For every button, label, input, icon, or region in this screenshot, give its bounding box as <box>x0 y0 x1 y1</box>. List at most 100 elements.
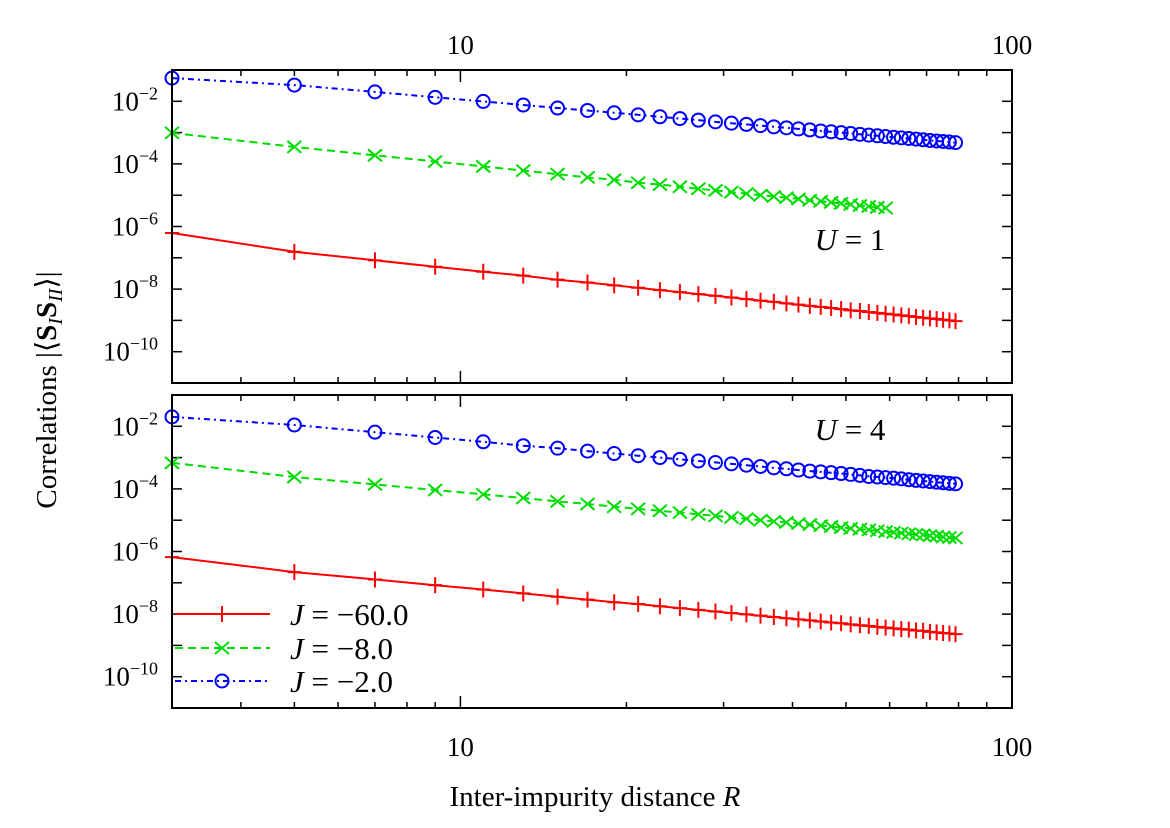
cross-marker <box>935 530 951 544</box>
cross-marker <box>738 186 755 201</box>
plus-marker <box>753 292 768 309</box>
legend-label: J = −8.0 <box>290 631 393 666</box>
cross-marker <box>367 477 383 492</box>
cross-marker <box>427 154 443 169</box>
circle-marker <box>941 134 957 150</box>
cross-marker <box>652 177 668 192</box>
plus-marker <box>766 293 781 310</box>
y-tick-label: 10−10 <box>103 334 158 367</box>
plus-marker <box>834 301 849 318</box>
plus-marker <box>428 577 443 594</box>
circle-marker <box>908 131 924 147</box>
plus-marker <box>631 279 646 296</box>
cross-marker <box>766 514 782 529</box>
circle-marker <box>427 89 443 105</box>
plus-marker <box>791 611 806 628</box>
cross-marker <box>752 188 769 202</box>
circle-marker <box>813 123 829 139</box>
cross-marker <box>515 163 531 178</box>
series-line <box>171 131 886 209</box>
plus-marker <box>652 282 667 299</box>
circle-marker <box>790 121 806 137</box>
series-j20 <box>164 70 964 151</box>
plus-marker <box>607 594 622 611</box>
top-panel: 10−2 10−4 10−6 10−8 10−10 10 100 U = 1 <box>103 30 1033 384</box>
circle-marker <box>723 456 739 472</box>
circle-marker <box>690 453 706 469</box>
cross-marker <box>690 507 706 522</box>
plus-marker <box>779 610 794 627</box>
series-j80 <box>164 456 964 545</box>
cross-marker <box>286 140 303 154</box>
plus-marker <box>672 600 687 617</box>
circle-marker <box>833 125 849 141</box>
series-j20 <box>164 409 964 492</box>
cross-marker <box>707 509 724 523</box>
legend: J = −60.0J = −8.0J = −2.0 <box>175 597 408 699</box>
cross-marker <box>922 528 938 543</box>
circle-marker <box>214 673 230 689</box>
x-tick-label: 100 <box>992 30 1033 60</box>
legend-item: J = −2.0 <box>175 664 393 699</box>
circle-marker <box>652 109 668 125</box>
plus-marker <box>766 608 781 625</box>
x-tick-label: 100 <box>992 732 1033 762</box>
plus-marker <box>724 289 739 306</box>
circle-marker <box>823 465 839 481</box>
circle-marker <box>580 443 596 459</box>
circle-marker <box>802 463 818 479</box>
circle-marker <box>550 440 566 456</box>
bottom-panel: 10−2 10−4 10−6 10−8 10−10 10 100 U = 4 J = −60.0… <box>103 394 1033 762</box>
plus-marker <box>708 603 723 620</box>
legend-item: J = −60.0 <box>175 597 408 632</box>
circle-marker <box>550 100 566 116</box>
plus-marker <box>672 284 687 301</box>
y-tick-label: 10−6 <box>112 209 158 242</box>
plus-marker <box>948 626 963 643</box>
circle-marker <box>707 114 723 130</box>
series-j600 <box>165 549 963 643</box>
cross-marker <box>630 502 646 516</box>
y-axis-label: Correlations |⟨SISII⟩| <box>31 271 67 508</box>
plus-marker <box>215 606 229 622</box>
y-tick-label: 10−4 <box>112 146 158 179</box>
cross-marker <box>908 527 924 542</box>
circle-marker <box>823 124 839 140</box>
bottom-frame <box>171 394 1013 709</box>
plus-marker <box>791 296 806 313</box>
circle-marker <box>886 129 902 145</box>
cross-marker <box>723 510 740 525</box>
plus-marker <box>550 588 565 605</box>
y-tick-label: 10−2 <box>112 408 158 441</box>
circle-marker <box>893 471 909 487</box>
circle-marker <box>606 105 622 121</box>
plus-marker <box>607 277 622 294</box>
cross-marker <box>723 185 740 199</box>
plus-marker <box>813 298 828 315</box>
plus-marker <box>834 615 849 632</box>
circle-marker <box>738 457 754 473</box>
circle-marker <box>630 448 646 464</box>
plus-marker <box>516 267 531 284</box>
circle-marker <box>580 102 596 118</box>
circle-marker <box>852 126 868 142</box>
plus-marker <box>691 601 706 618</box>
cross-marker <box>515 491 531 505</box>
circle-marker <box>843 125 859 141</box>
circle-marker <box>515 438 531 454</box>
circle-marker <box>738 116 754 132</box>
circle-marker <box>893 130 909 146</box>
plus-marker <box>428 258 443 275</box>
circle-marker <box>707 454 723 470</box>
circle-marker <box>606 446 622 462</box>
cross-marker <box>877 201 894 215</box>
plus-marker <box>631 596 646 613</box>
cross-marker <box>475 159 491 174</box>
plus-marker <box>476 263 491 280</box>
circle-marker <box>630 107 646 123</box>
plus-marker <box>802 612 817 629</box>
panel-annotation: U = 1 <box>815 222 886 257</box>
circle-marker <box>948 135 964 151</box>
plus-marker <box>739 606 754 623</box>
x-tick-label: 10 <box>447 732 474 762</box>
